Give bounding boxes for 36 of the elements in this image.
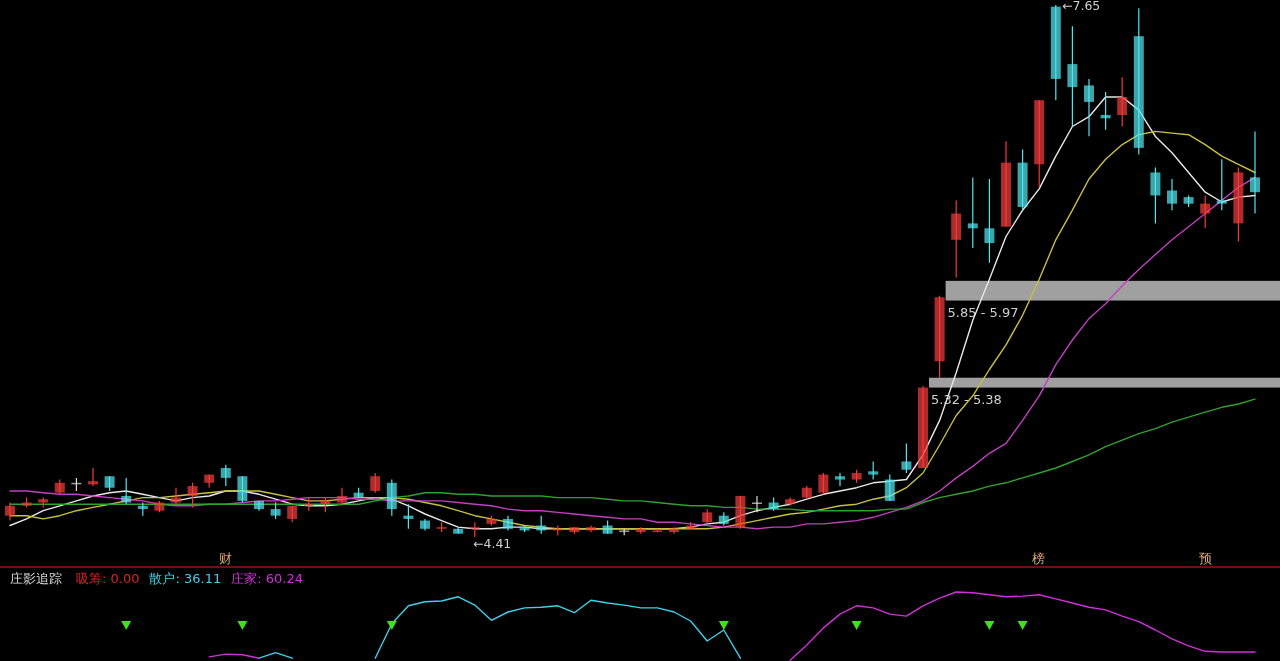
- candlestick: [967, 176, 978, 249]
- candlestick: [884, 474, 895, 502]
- annotation: ←4.41: [473, 536, 512, 551]
- candlestick: [1100, 91, 1111, 131]
- text: 庄家: 60.24: [231, 571, 303, 586]
- candlestick: [1067, 25, 1078, 128]
- candlestick: [1084, 78, 1094, 137]
- candlestick: [1216, 158, 1227, 211]
- legend-label: 吸筹: 0.00: [76, 571, 140, 586]
- candlestick: [1250, 130, 1260, 215]
- candlestick: [403, 503, 414, 530]
- candlestick: [868, 460, 879, 481]
- candlestick: [984, 178, 995, 264]
- text: 散户: 36.11: [149, 571, 222, 586]
- candlestick: [1117, 76, 1128, 128]
- candlestick: [370, 472, 381, 494]
- candlestick: [121, 477, 132, 505]
- annotation: ←7.65: [1062, 0, 1101, 13]
- chart-title: 庄影追踪: [10, 571, 62, 586]
- candlestick: [669, 526, 679, 535]
- candlestick: [1167, 178, 1177, 211]
- candlestick: [337, 487, 347, 507]
- candlestick: [818, 472, 829, 495]
- candlestick: [901, 442, 912, 474]
- text: 财: [218, 551, 232, 566]
- text: 预: [1198, 551, 1212, 566]
- candlestick: [1200, 194, 1211, 229]
- candlestick: [88, 467, 98, 487]
- candlestick: [220, 464, 231, 487]
- candlestick: [1150, 166, 1161, 224]
- band-label: 5.85 - 5.97: [947, 304, 1019, 320]
- candlestick: [171, 487, 181, 507]
- candlestick: [187, 482, 198, 509]
- candlestick: [835, 472, 845, 487]
- text: 榜: [1031, 551, 1045, 566]
- candlestick: [5, 501, 15, 522]
